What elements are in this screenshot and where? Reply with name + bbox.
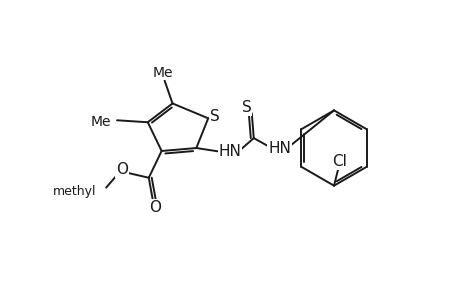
Text: S: S	[241, 100, 251, 115]
Text: HN: HN	[218, 145, 241, 160]
Text: Me: Me	[152, 66, 173, 80]
Text: O: O	[116, 162, 128, 177]
Text: Me: Me	[90, 115, 111, 129]
Text: S: S	[210, 109, 219, 124]
Text: Cl: Cl	[332, 154, 347, 169]
Text: methyl: methyl	[53, 185, 96, 198]
Text: O: O	[148, 200, 160, 215]
Text: HN: HN	[268, 140, 291, 155]
